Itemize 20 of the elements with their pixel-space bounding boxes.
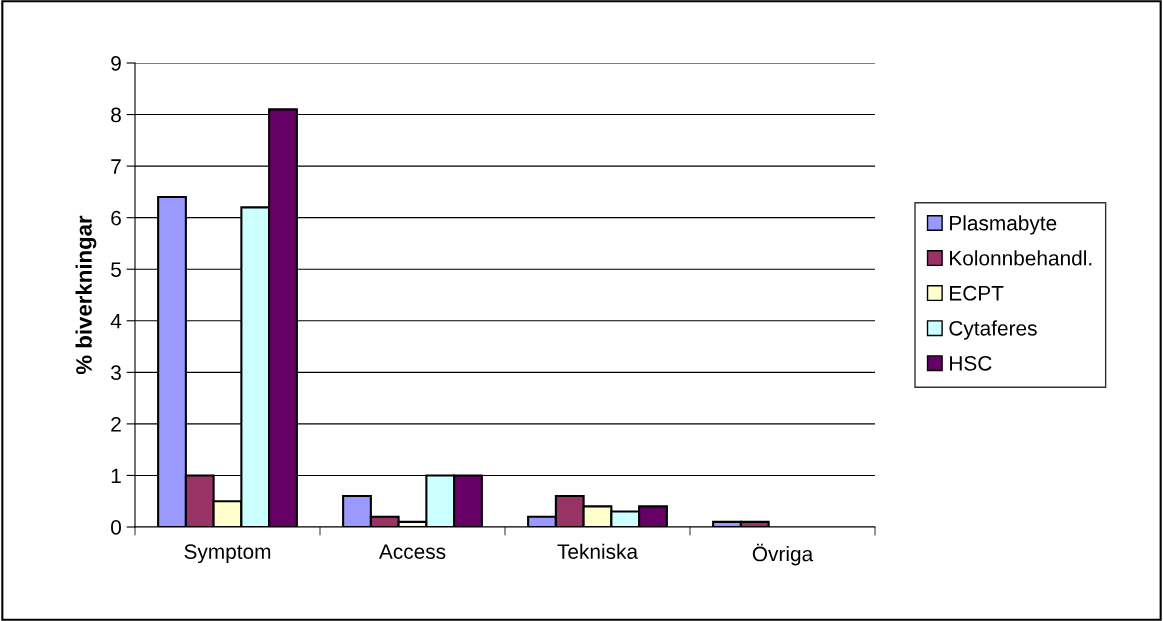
y-tick-label: 4 <box>110 313 122 329</box>
x-tick-label: Access <box>378 544 446 559</box>
y-tick-label: 2 <box>111 416 121 432</box>
y-tick-label: 3 <box>111 365 121 381</box>
x-tick-label: Symptom <box>184 544 271 564</box>
y-tick-label: 9 <box>111 56 121 71</box>
legend-label: ECPT <box>950 285 1004 301</box>
y-axis-title: % biverkningar <box>75 215 97 375</box>
y-tick-label: 1 <box>111 468 121 483</box>
legend-label: Cytaferes <box>949 320 1037 340</box>
y-tick-label: 8 <box>111 107 121 123</box>
legend-label: Plasmabyte <box>950 215 1057 235</box>
y-tick-label: 7 <box>111 159 121 174</box>
legend-label: HSC <box>950 355 992 371</box>
y-tick-label: 6 <box>111 210 121 226</box>
legend-label: Kolonnbehandl. <box>950 250 1092 266</box>
y-tick-label: 5 <box>111 262 121 277</box>
x-tick-label: Tekniska <box>557 543 639 559</box>
y-tick-label: 0 <box>111 520 121 535</box>
x-tick-label: Övriga <box>752 543 814 566</box>
